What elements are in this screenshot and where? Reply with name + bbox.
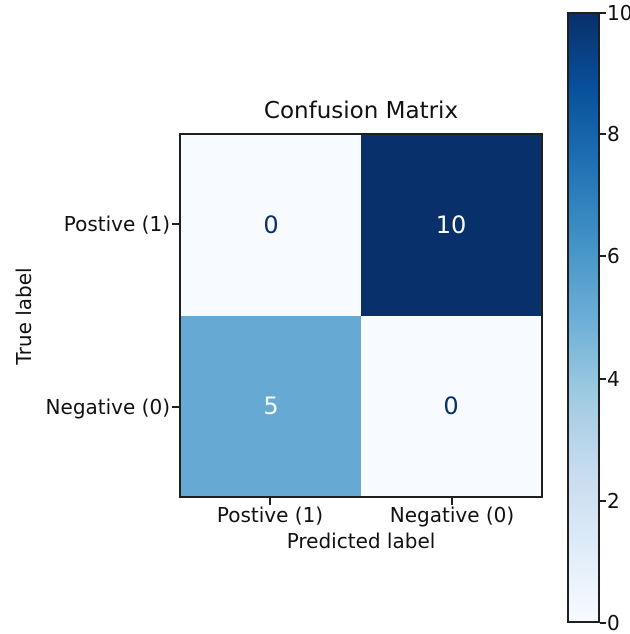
colorbar-gradient bbox=[567, 12, 600, 623]
colorbar-tick-mark bbox=[600, 622, 606, 624]
y-tick-label-positive: Postive (1) bbox=[63, 212, 170, 236]
colorbar-tick-label: 2 bbox=[607, 489, 620, 513]
colorbar-tick-mark bbox=[600, 378, 606, 380]
heatmap-grid: 0 10 5 0 bbox=[179, 133, 543, 498]
colorbar-tick-mark bbox=[600, 12, 606, 14]
matrix-cell-bl: 5 bbox=[181, 315, 361, 496]
y-axis-title: True label bbox=[12, 267, 36, 365]
colorbar-tick-label: 8 bbox=[607, 122, 620, 146]
matrix-cell-br: 0 bbox=[361, 315, 541, 496]
colorbar-tick-label: 6 bbox=[607, 244, 620, 268]
y-tick-label-negative: Negative (0) bbox=[45, 395, 170, 419]
y-tick-mark bbox=[172, 223, 179, 225]
cell-value: 0 bbox=[263, 211, 279, 240]
x-tick-label-negative: Negative (0) bbox=[389, 503, 515, 527]
x-tick-label-positive: Postive (1) bbox=[216, 503, 324, 527]
cell-value: 10 bbox=[435, 211, 467, 240]
colorbar-tick-mark bbox=[600, 133, 606, 135]
colorbar-tick-mark bbox=[600, 500, 606, 502]
x-tick-mark bbox=[269, 498, 271, 505]
matrix-cell-tr: 10 bbox=[361, 135, 541, 316]
cell-value: 0 bbox=[443, 391, 459, 420]
x-axis-title: Predicted label bbox=[286, 529, 436, 553]
x-tick-mark bbox=[451, 498, 453, 505]
chart-title: Confusion Matrix bbox=[263, 98, 459, 124]
colorbar-tick-mark bbox=[600, 255, 606, 257]
colorbar-tick-label: 10 bbox=[607, 1, 630, 25]
y-tick-mark bbox=[172, 406, 179, 408]
colorbar-tick-label: 4 bbox=[607, 367, 620, 391]
cell-value: 5 bbox=[263, 391, 279, 420]
colorbar-tick-label: 0 bbox=[607, 611, 620, 634]
matrix-cell-tl: 0 bbox=[181, 135, 361, 316]
